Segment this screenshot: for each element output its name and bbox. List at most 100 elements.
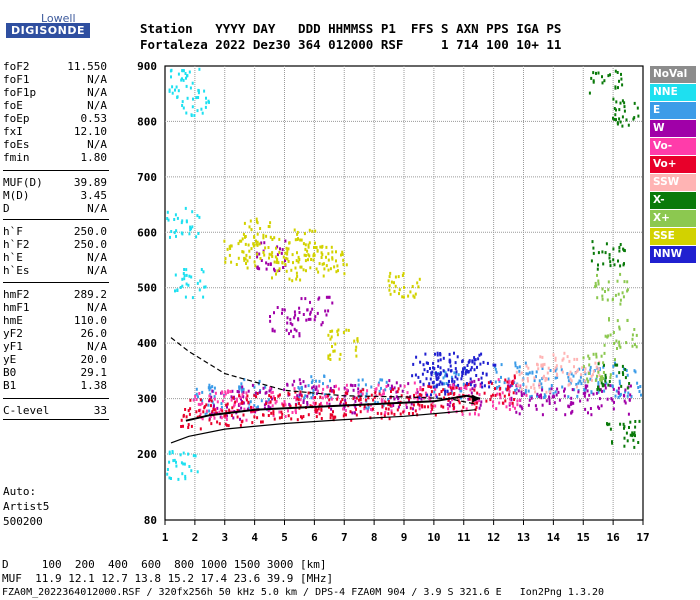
data-point: [320, 407, 323, 411]
data-point: [483, 391, 486, 395]
data-point: [197, 89, 200, 93]
data-point: [355, 407, 357, 411]
data-point: [336, 395, 339, 399]
param-row: foF1 N/A: [3, 73, 107, 86]
data-point: [330, 245, 333, 249]
data-point: [198, 215, 201, 219]
data-point: [245, 253, 248, 257]
data-point: [597, 370, 600, 374]
param-row: MUF(D) 39.89: [3, 176, 107, 189]
param-value: N/A: [87, 86, 107, 99]
data-point: [615, 339, 618, 343]
data-point: [601, 287, 604, 291]
data-point: [383, 414, 386, 418]
data-point: [481, 385, 484, 389]
data-point: [615, 363, 618, 367]
data-point: [274, 255, 277, 259]
data-point: [198, 409, 201, 413]
data-point: [315, 392, 318, 396]
data-point: [618, 246, 621, 249]
data-point: [452, 386, 454, 390]
legend-item: E: [650, 102, 696, 119]
data-point: [271, 329, 274, 333]
data-point: [271, 276, 273, 280]
param-name: M(D): [3, 189, 30, 202]
data-point: [512, 404, 515, 408]
data-point: [355, 354, 358, 358]
data-point: [612, 97, 615, 101]
data-point: [185, 273, 188, 277]
data-point: [413, 295, 416, 299]
data-point: [619, 298, 622, 302]
data-point: [250, 405, 252, 409]
data-point: [444, 389, 446, 393]
data-point: [273, 236, 276, 240]
data-point: [215, 411, 218, 415]
data-point: [237, 390, 240, 394]
data-point: [358, 398, 360, 402]
data-point: [503, 381, 506, 385]
data-point: [329, 337, 332, 341]
data-point: [474, 412, 476, 416]
data-point: [293, 379, 296, 383]
data-point: [433, 390, 436, 394]
data-point: [597, 362, 600, 366]
data-point: [407, 294, 410, 298]
data-point: [498, 392, 501, 396]
data-point: [306, 249, 309, 253]
data-point: [633, 328, 636, 331]
data-point: [302, 401, 305, 404]
param-value: 39.89: [73, 176, 107, 189]
data-point: [462, 405, 465, 409]
data-point: [300, 265, 303, 269]
data-point: [355, 396, 358, 400]
data-point: [628, 382, 631, 385]
data-point: [355, 345, 358, 349]
data-point: [328, 398, 331, 402]
data-point: [516, 399, 519, 403]
data-point: [474, 358, 477, 362]
data-point: [239, 385, 242, 389]
data-point: [429, 398, 432, 402]
data-point: [243, 256, 246, 260]
data-point: [498, 380, 501, 383]
data-point: [595, 391, 598, 395]
data-point: [221, 399, 224, 403]
data-point: [318, 379, 321, 383]
data-point: [552, 353, 555, 357]
data-point: [364, 383, 367, 387]
data-point: [441, 382, 444, 386]
data-point: [270, 391, 273, 395]
data-point: [203, 405, 206, 409]
data-point: [285, 269, 288, 273]
data-point: [291, 279, 294, 283]
data-point: [320, 417, 323, 420]
legend-item: Vo-: [650, 138, 696, 155]
data-point: [621, 115, 624, 119]
data-point: [465, 382, 468, 385]
data-point: [210, 399, 213, 403]
data-point: [545, 377, 547, 380]
data-point: [613, 117, 616, 121]
data-point: [360, 389, 363, 393]
data-point: [448, 379, 450, 383]
data-point: [283, 388, 286, 392]
data-point: [612, 407, 615, 411]
panel-divider: [3, 398, 109, 399]
data-point: [384, 400, 387, 404]
data-point: [592, 80, 595, 84]
data-point: [188, 70, 191, 74]
data-point: [267, 401, 270, 405]
data-point: [286, 249, 289, 253]
data-point: [176, 288, 179, 292]
data-point: [290, 268, 293, 272]
data-point: [309, 317, 312, 321]
data-point: [238, 402, 241, 406]
data-point: [451, 379, 454, 383]
data-point: [331, 413, 334, 417]
data-point: [246, 259, 249, 263]
data-point: [326, 401, 328, 405]
data-point: [473, 368, 476, 372]
data-point: [604, 373, 607, 377]
data-point: [205, 411, 208, 415]
